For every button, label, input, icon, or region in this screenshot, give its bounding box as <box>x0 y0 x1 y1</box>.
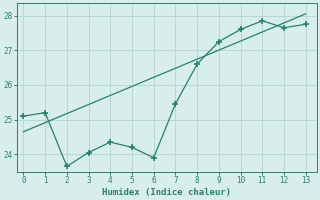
X-axis label: Humidex (Indice chaleur): Humidex (Indice chaleur) <box>102 188 231 197</box>
